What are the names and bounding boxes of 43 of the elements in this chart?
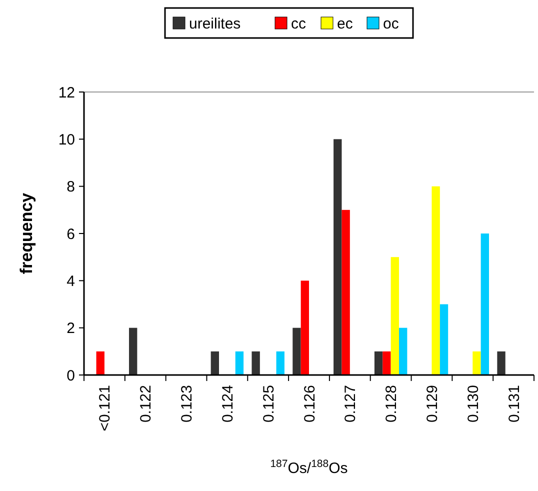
bar xyxy=(432,186,440,375)
y-tick-label: 6 xyxy=(66,226,75,243)
x-axis-title: $^{187}$Os/$^{188}$Os xyxy=(270,458,348,477)
bar xyxy=(342,210,350,375)
bar xyxy=(390,257,399,375)
x-tick-label: 0.129 xyxy=(424,385,441,423)
y-tick-label: 8 xyxy=(66,178,75,196)
y-axis-title: frequency xyxy=(17,192,36,274)
bar xyxy=(399,328,408,375)
x-tick-label: 0.126 xyxy=(301,385,318,423)
bar xyxy=(334,139,342,375)
bar xyxy=(96,351,104,375)
bar xyxy=(374,351,383,375)
bar xyxy=(382,351,391,375)
x-tick-label: 0.122 xyxy=(138,385,155,423)
bar xyxy=(300,280,309,375)
x-tick-label: 0.131 xyxy=(506,385,523,423)
y-tick-label: 12 xyxy=(58,84,75,102)
x-tick-label: 0.125 xyxy=(260,385,278,423)
bar xyxy=(497,351,506,375)
bar xyxy=(276,351,284,375)
bar xyxy=(235,351,244,375)
x-tick-label: <0.121 xyxy=(96,385,114,432)
legend-label: oc xyxy=(383,15,400,32)
y-tick-label: 2 xyxy=(66,320,75,338)
bar xyxy=(129,328,138,375)
x-tick-label: 0.124 xyxy=(219,385,236,423)
y-tick-label: 4 xyxy=(66,272,75,290)
x-tick-label: 0.130 xyxy=(464,385,482,423)
y-tick-label: 10 xyxy=(58,131,75,148)
bar xyxy=(292,328,301,375)
x-tick-label: 0.128 xyxy=(383,385,400,423)
bar xyxy=(252,351,260,375)
x-tick-label: 0.127 xyxy=(342,385,360,423)
legend-label: ec xyxy=(337,15,354,32)
bar xyxy=(440,304,448,375)
legend-label: cc xyxy=(291,15,306,32)
y-tick-label: 0 xyxy=(66,367,75,384)
bar xyxy=(210,351,219,375)
x-tick-label: 0.123 xyxy=(178,385,196,423)
bar xyxy=(472,351,481,375)
legend-label: ureilites xyxy=(189,15,241,32)
bar xyxy=(480,234,489,375)
